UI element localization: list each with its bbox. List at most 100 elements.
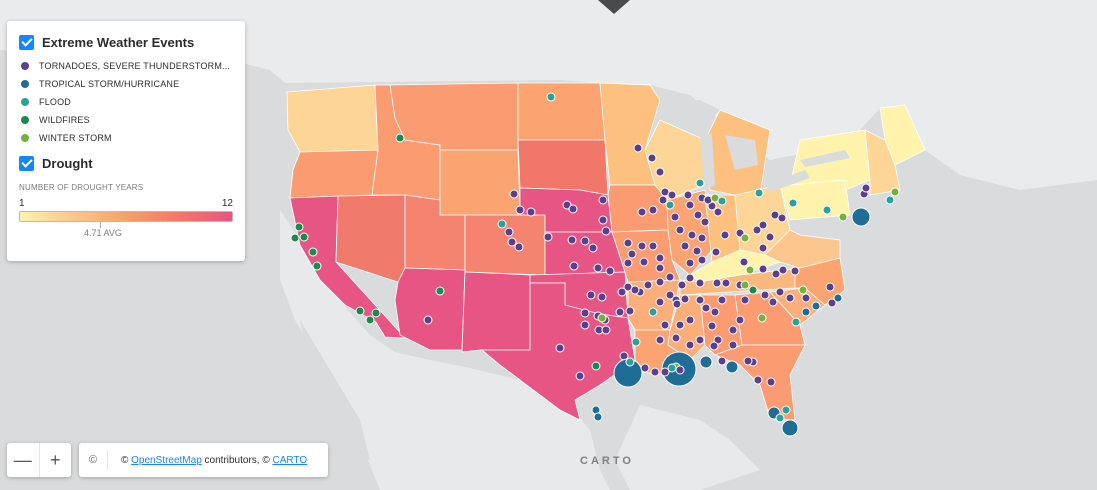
zoom-in-button[interactable]: +	[49, 449, 61, 470]
event-marker[interactable]	[514, 242, 524, 252]
event-marker[interactable]	[658, 195, 668, 205]
event-marker[interactable]	[740, 295, 750, 305]
event-marker[interactable]	[670, 212, 680, 222]
event-marker[interactable]	[648, 241, 658, 251]
event-marker[interactable]	[294, 222, 304, 232]
event-marker[interactable]	[697, 233, 707, 243]
event-marker[interactable]	[395, 133, 405, 143]
event-marker[interactable]	[798, 285, 808, 295]
event-marker[interactable]	[709, 341, 719, 351]
event-marker[interactable]	[740, 280, 750, 290]
event-marker[interactable]	[497, 219, 507, 229]
event-marker[interactable]	[748, 285, 758, 295]
event-marker[interactable]	[765, 232, 775, 242]
event-marker[interactable]	[861, 183, 871, 193]
event-marker[interactable]	[801, 307, 811, 317]
event-marker[interactable]	[712, 278, 722, 288]
event-marker[interactable]	[665, 290, 675, 300]
event-marker[interactable]	[504, 227, 514, 237]
event-marker[interactable]	[758, 264, 768, 274]
event-marker[interactable]	[825, 282, 835, 292]
event-marker[interactable]	[775, 413, 785, 423]
event-marker[interactable]	[760, 290, 770, 300]
event-marker[interactable]	[717, 196, 727, 206]
event-marker[interactable]	[885, 195, 895, 205]
event-marker[interactable]	[768, 297, 778, 307]
event-marker[interactable]	[630, 285, 640, 295]
event-marker[interactable]	[695, 278, 705, 288]
event-marker[interactable]	[509, 189, 519, 199]
event-marker[interactable]	[683, 190, 693, 200]
event-marker[interactable]	[739, 257, 749, 267]
event-marker[interactable]	[822, 205, 832, 215]
event-marker[interactable]	[675, 320, 685, 330]
event-marker[interactable]	[685, 315, 695, 325]
event-marker[interactable]	[790, 266, 800, 276]
event-marker[interactable]	[685, 200, 695, 210]
event-marker[interactable]	[290, 233, 300, 243]
event-marker[interactable]	[515, 205, 525, 215]
event-marker[interactable]	[580, 308, 590, 318]
event-marker[interactable]	[568, 204, 578, 214]
event-marker[interactable]	[665, 272, 675, 282]
event-marker[interactable]	[546, 92, 556, 102]
event-marker[interactable]	[637, 241, 647, 251]
event-marker[interactable]	[625, 306, 635, 316]
event-marker[interactable]	[721, 278, 731, 288]
event-marker[interactable]	[655, 167, 665, 177]
event-marker[interactable]	[650, 367, 660, 377]
event-marker[interactable]	[707, 321, 717, 331]
event-marker[interactable]	[752, 225, 762, 235]
event-marker[interactable]	[697, 255, 707, 265]
event-marker[interactable]	[728, 325, 738, 335]
event-marker[interactable]	[598, 215, 608, 225]
event-marker[interactable]	[692, 246, 702, 256]
event-marker[interactable]	[640, 363, 650, 373]
event-marker[interactable]	[675, 225, 685, 235]
event-marker[interactable]	[637, 207, 647, 217]
event-marker[interactable]	[569, 261, 579, 271]
event-marker[interactable]	[643, 280, 653, 290]
event-marker[interactable]	[701, 303, 711, 313]
event-marker[interactable]	[588, 243, 598, 253]
event-marker[interactable]	[597, 313, 607, 323]
event-marker[interactable]	[586, 290, 596, 300]
event-marker[interactable]	[771, 269, 781, 279]
event-marker[interactable]	[667, 363, 677, 373]
event-marker[interactable]	[605, 266, 615, 276]
event-marker[interactable]	[671, 333, 681, 343]
event-marker[interactable]	[680, 241, 690, 251]
event-marker[interactable]	[648, 205, 658, 215]
event-marker[interactable]	[601, 226, 611, 236]
event-marker[interactable]	[725, 360, 739, 374]
event-marker[interactable]	[740, 233, 750, 243]
event-marker[interactable]	[555, 343, 565, 353]
event-marker[interactable]	[693, 210, 703, 220]
event-marker[interactable]	[735, 315, 745, 325]
event-marker[interactable]	[851, 207, 871, 227]
event-marker[interactable]	[781, 419, 799, 437]
event-marker[interactable]	[617, 287, 627, 297]
event-marker[interactable]	[593, 263, 603, 273]
event-marker[interactable]	[890, 187, 900, 197]
event-marker[interactable]	[648, 307, 658, 317]
event-marker[interactable]	[753, 375, 763, 385]
event-marker[interactable]	[788, 198, 798, 208]
event-marker[interactable]	[526, 207, 536, 217]
event-marker[interactable]	[655, 277, 665, 287]
event-marker[interactable]	[785, 293, 795, 303]
event-marker[interactable]	[766, 377, 776, 387]
event-marker[interactable]	[655, 253, 665, 263]
event-marker[interactable]	[728, 340, 738, 350]
event-marker[interactable]	[615, 307, 625, 317]
event-marker[interactable]	[423, 315, 433, 325]
event-marker[interactable]	[655, 263, 665, 273]
event-marker[interactable]	[717, 295, 727, 305]
event-marker[interactable]	[695, 335, 705, 345]
event-marker[interactable]	[312, 261, 322, 271]
drought-layer-toggle[interactable]: Drought	[19, 153, 233, 173]
event-marker[interactable]	[597, 292, 607, 302]
carto-link[interactable]: CARTO	[272, 454, 308, 466]
event-marker[interactable]	[371, 308, 381, 318]
